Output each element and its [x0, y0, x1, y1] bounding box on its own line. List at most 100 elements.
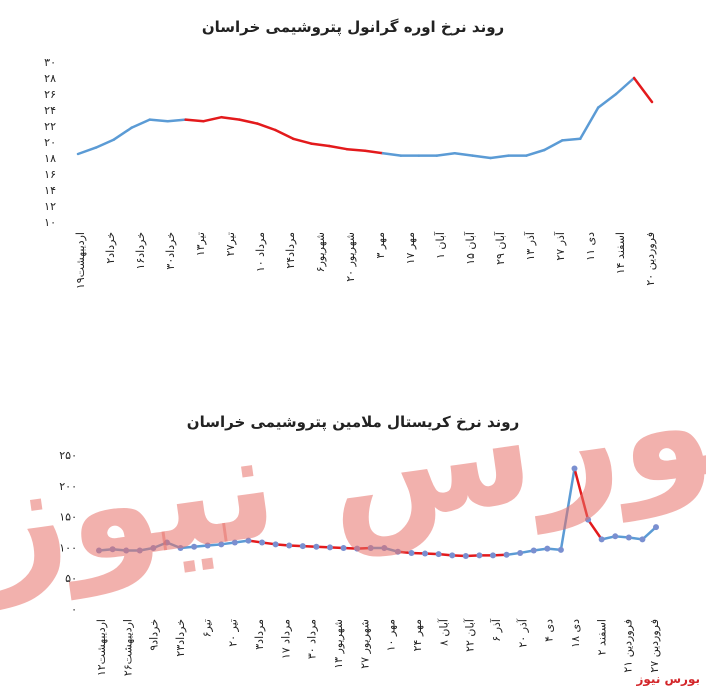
y-tick-label: ۳۰ — [44, 56, 56, 69]
data-point — [422, 550, 429, 557]
data-point — [354, 545, 361, 552]
x-tick-label: ۱۸ دی — [569, 619, 582, 648]
data-point — [571, 465, 578, 472]
x-tick-label: ۱۹اردیبهشت — [74, 232, 87, 289]
series-segment — [94, 138, 116, 149]
x-tick-label: ۲۱ فروردین — [622, 619, 635, 673]
series-segment — [573, 467, 590, 521]
x-tick-label: ۱۱ دی — [584, 232, 597, 261]
series-segment — [641, 525, 658, 541]
data-point — [286, 542, 293, 549]
x-tick-label: ۳۰خرداد — [164, 232, 177, 270]
x-tick-label: ۱ آبان — [433, 231, 447, 259]
data-point — [177, 545, 184, 552]
x-tick-label: ۱۷ مهر — [404, 232, 417, 264]
data-point — [653, 524, 659, 531]
x-tick-label: ۳۰ مرداد — [306, 619, 319, 659]
x-tick-label: ۲۶اردیبهشت — [121, 619, 134, 676]
x-tick-label: ۲۷ آذر — [553, 231, 567, 261]
urea-price-chart: روند نرخ اوره گرانول پتروشیمی خراسان ۱۰ ۱… — [0, 0, 706, 330]
series-segment — [220, 115, 241, 121]
series-segment — [76, 146, 98, 156]
x-tick-label: ۲۰ شهریور — [344, 232, 357, 282]
x-tick-label: ۶ آذر — [489, 618, 503, 642]
series-segment — [309, 142, 331, 148]
y-tick-label: ۲۵۰ — [59, 449, 77, 462]
y-tick-label: ۱۵۰ — [59, 511, 77, 524]
data-point — [503, 551, 510, 558]
series-segment — [327, 144, 349, 151]
series-segment — [559, 467, 576, 552]
data-point — [489, 552, 496, 559]
x-tick-label: ۴ دی — [543, 619, 556, 642]
chart-title: روند نرخ اوره گرانول پتروشیمی خراسان — [201, 18, 505, 36]
y-tick-label: ۱۲ — [44, 200, 56, 213]
x-tick-label: ۱۳تیر — [194, 232, 207, 256]
x-tick-label: ۲۷ فروردین — [648, 619, 661, 673]
data-point — [204, 542, 211, 549]
series-segment — [184, 118, 205, 123]
data-point — [259, 539, 266, 546]
x-tick-label: ۳مرداد — [253, 619, 266, 650]
data-point — [530, 547, 537, 554]
series-segment — [381, 151, 403, 157]
data-point — [109, 546, 116, 553]
series-segment — [166, 118, 187, 123]
chart-title: روند نرخ کریستال ملامین پتروشیمی خراسان — [186, 413, 520, 431]
data-point — [625, 534, 632, 541]
x-tick-label: ۱۶خرداد — [134, 232, 147, 270]
x-tick-label: ۱۵ آبان — [463, 231, 477, 265]
data-point — [598, 536, 605, 543]
series-segment — [543, 139, 564, 152]
y-tick-label: ۲۶ — [44, 88, 56, 101]
x-tick-label: ۲۰ تیر — [227, 619, 240, 647]
x-tick-label: ۲۰ فروردین — [644, 232, 657, 286]
y-tick-label: ۲۸ — [44, 72, 56, 85]
series-segment — [632, 76, 654, 104]
melamine-price-chart: روند نرخ کریستال ملامین پتروشیمی خراسان … — [0, 395, 706, 692]
y-tick-label: ۱۶ — [44, 168, 56, 181]
y-tick-label: ۲۰ — [44, 136, 56, 149]
series-segment — [586, 518, 603, 541]
data-point — [639, 536, 646, 543]
series-segment — [579, 106, 600, 141]
x-tick-label: ۱۰ مهر — [385, 619, 398, 651]
data-point — [449, 552, 456, 559]
data-point — [476, 552, 483, 559]
series-segment — [525, 148, 546, 157]
data-point — [381, 545, 388, 552]
x-tick-label: ۲۰ آذر — [515, 618, 529, 648]
x-tick-label: ۱۴ اسفند — [614, 232, 627, 274]
data-point — [136, 547, 143, 554]
y-tick-label: ۱۸ — [44, 152, 56, 165]
x-tick-label: ۲۷تیر — [224, 232, 237, 256]
series-segment — [238, 118, 259, 125]
y-tick-label: ۱۰ — [44, 216, 56, 229]
x-tick-label: ۸ آبان — [436, 618, 450, 646]
y-tick-label: ۲۴ — [44, 104, 56, 117]
series-segment — [345, 147, 367, 153]
data-point — [408, 549, 415, 556]
series-segment — [471, 154, 492, 160]
data-point — [191, 543, 198, 550]
data-point — [585, 516, 592, 523]
data-point — [299, 543, 306, 550]
data-point — [163, 539, 170, 546]
brand-logo: بورس نیوز — [636, 672, 700, 686]
series-segment — [202, 115, 223, 123]
data-point — [313, 543, 320, 550]
data-point — [96, 547, 102, 554]
data-point — [517, 549, 524, 556]
data-point — [462, 553, 469, 560]
x-tick-label: ۳ مهر — [374, 232, 387, 259]
series-segment — [292, 137, 313, 145]
x-tick-label: ۱۳ آذر — [523, 231, 537, 261]
y-tick-label: ۲۰۰ — [59, 480, 77, 493]
series-segment — [561, 137, 582, 142]
series-segment — [489, 154, 510, 160]
x-tick-label: ۱۲اردیبهشت — [95, 619, 108, 676]
series-segment — [614, 76, 636, 96]
data-point — [326, 544, 333, 551]
data-point — [435, 551, 442, 558]
urea-chart-svg: ۱۰ ۱۲ ۱۴ ۱۶ ۱۸ ۲۰ ۲۲ ۲۴ ۲۶ ۲۸ ۳۰ ۱۹اردیبهشت ۲خرداد ۱۶… — [44, 56, 657, 289]
